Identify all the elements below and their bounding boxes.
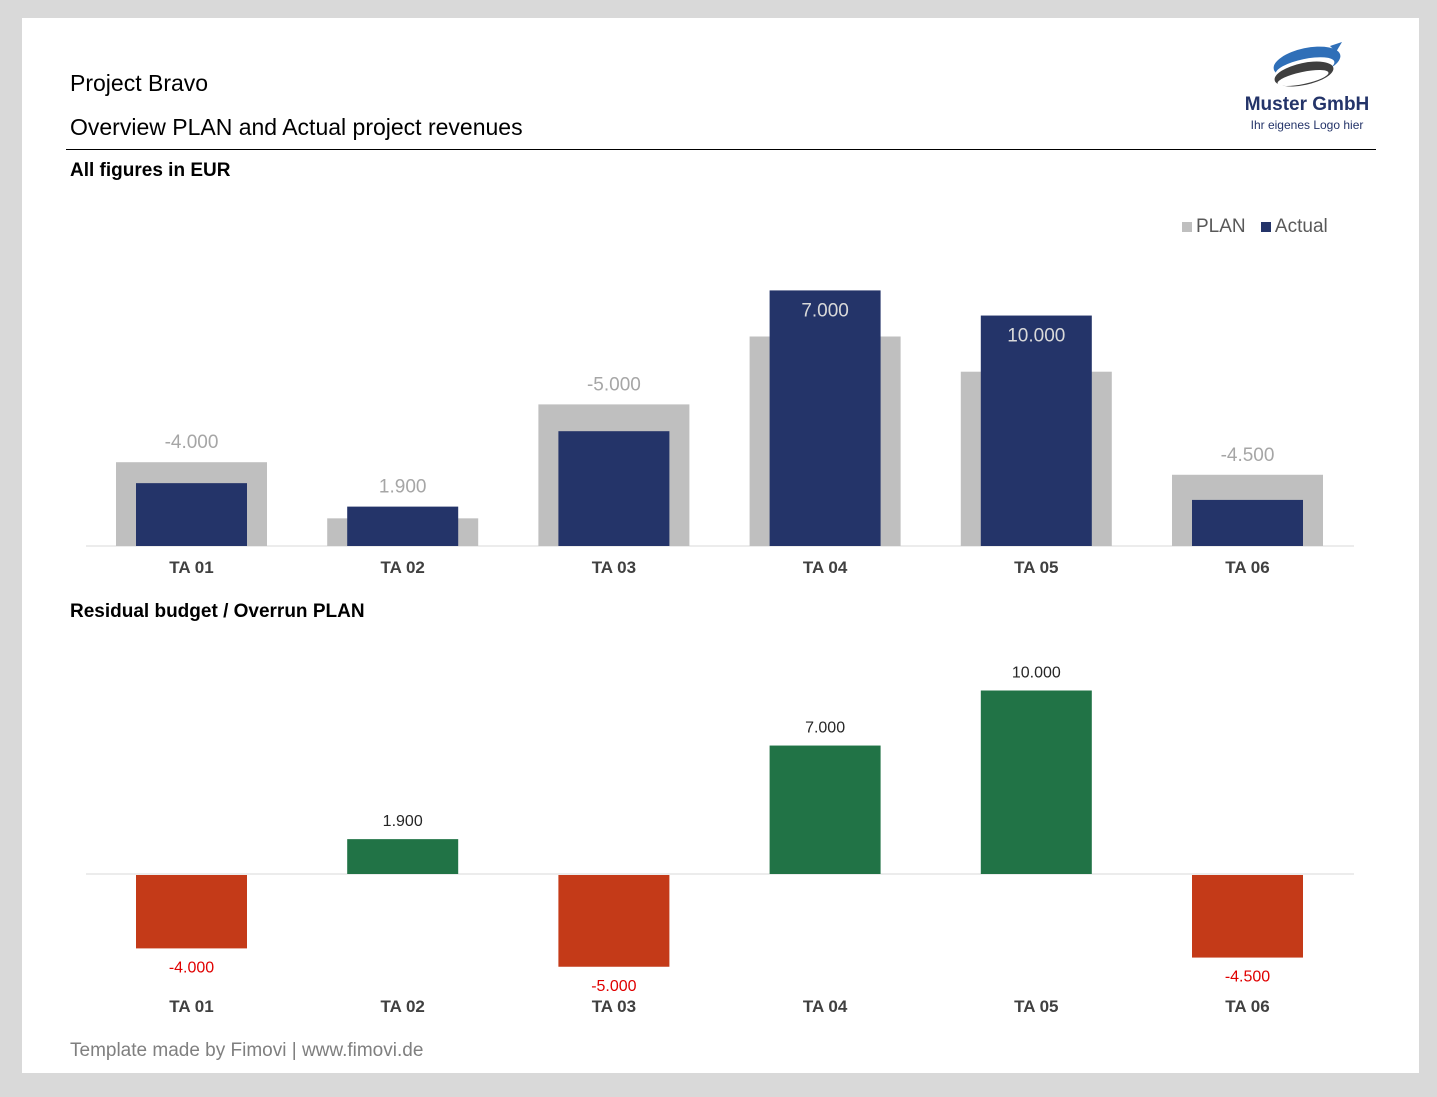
top-category-label: TA 02	[380, 558, 424, 577]
logo-tagline: Ihr eigenes Logo hier	[1250, 118, 1364, 132]
bottom-data-label: -5.000	[591, 978, 636, 995]
overrun-bar	[558, 875, 670, 967]
legend-label-actual: Actual	[1274, 216, 1328, 237]
bottom-category-label: TA 01	[169, 997, 213, 1016]
top-data-label: 10.000	[1007, 326, 1065, 347]
bottom-category-label: TA 03	[592, 997, 636, 1016]
bottom-data-label: 10.000	[1012, 665, 1061, 682]
legend-swatch-plan	[1182, 222, 1192, 232]
charts-canvas: -4.000 TA 01 1.900 TA 02 -5.000 TA 03 7.000 TA …	[86, 290, 1354, 1016]
top-category-label: TA 04	[803, 558, 848, 577]
top-category-label: TA 03	[592, 558, 636, 577]
page-subtitle: Overview PLAN and Actual project revenue…	[70, 114, 523, 140]
top-data-label: 7.000	[801, 300, 849, 321]
overrun-bar	[1192, 875, 1303, 958]
footer-credit: Template made by Fimovi | www.fimovi.de	[70, 1040, 424, 1061]
residual-bar	[980, 690, 1092, 874]
page-title: Project Bravo	[70, 70, 209, 96]
top-data-label: -4.000	[165, 432, 219, 453]
title-divider	[66, 149, 1376, 150]
bottom-category-label: TA 06	[1225, 997, 1269, 1016]
top-section-label: All figures in EUR	[70, 160, 231, 181]
actual-bar	[769, 290, 881, 546]
bottom-section-label: Residual budget / Overrun PLAN	[70, 601, 365, 622]
residual-bar	[347, 839, 459, 874]
legend-label-plan: PLAN	[1196, 216, 1246, 237]
residual-bar	[769, 745, 881, 874]
actual-bar	[1192, 499, 1303, 546]
bottom-data-label: -4.000	[169, 959, 214, 976]
bottom-data-label: 1.900	[383, 813, 423, 830]
overrun-bar	[136, 875, 247, 949]
legend-item-plan: PLAN	[1182, 216, 1246, 238]
top-data-label: 1.900	[379, 477, 427, 498]
actual-bar	[136, 483, 247, 546]
logo-swoosh-icon	[1273, 42, 1342, 87]
top-category-label: TA 06	[1225, 558, 1269, 577]
company-logo: Muster GmbH Ihr eigenes Logo hier	[1232, 30, 1382, 145]
logo-name: Muster GmbH	[1244, 94, 1370, 115]
top-data-label: -5.000	[587, 374, 641, 395]
top-category-label: TA 05	[1014, 558, 1058, 577]
chart-legend: PLAN Actual	[1182, 216, 1338, 238]
legend-item-actual: Actual	[1260, 216, 1328, 238]
bottom-data-label: -4.500	[1225, 969, 1270, 986]
slide: Project Bravo Overview PLAN and Actual p…	[22, 18, 1419, 1073]
actual-bar	[980, 315, 1092, 546]
top-data-label: -4.500	[1221, 445, 1275, 466]
bottom-category-label: TA 02	[380, 997, 424, 1016]
bottom-data-label: 7.000	[805, 720, 845, 737]
top-category-label: TA 01	[169, 558, 213, 577]
actual-bar	[347, 506, 459, 546]
actual-bar	[558, 431, 670, 546]
bottom-category-label: TA 05	[1014, 997, 1058, 1016]
bottom-category-label: TA 04	[803, 997, 848, 1016]
legend-swatch-actual	[1260, 222, 1271, 232]
